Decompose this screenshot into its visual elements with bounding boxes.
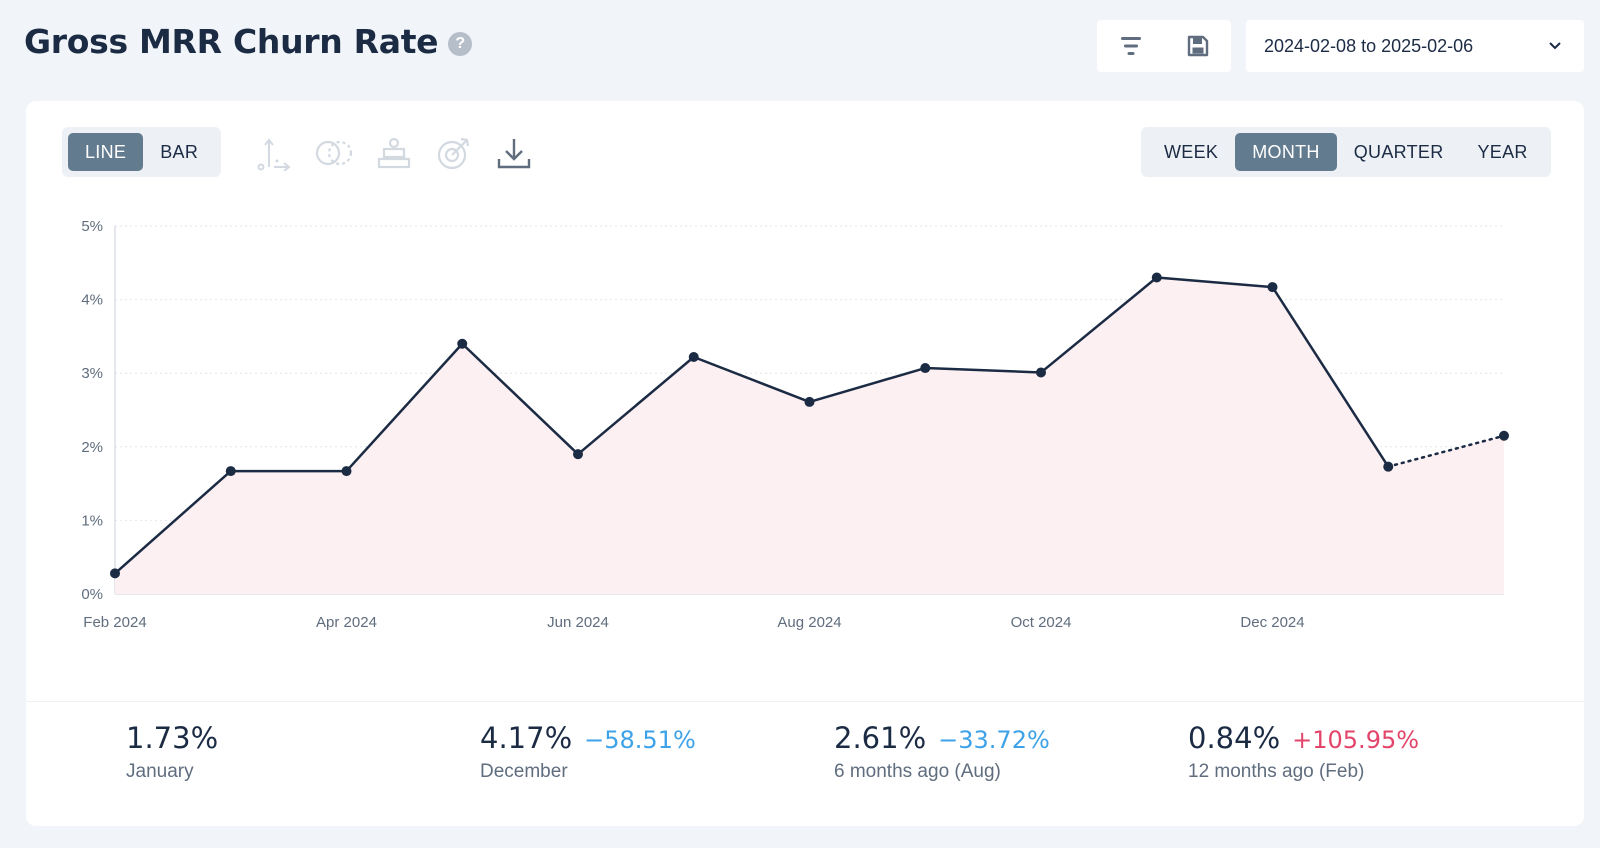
x-tick-label: Oct 2024 bbox=[1011, 614, 1072, 631]
save-button[interactable] bbox=[1172, 20, 1224, 72]
data-point bbox=[1036, 367, 1046, 378]
compare-circles-icon bbox=[315, 140, 353, 166]
stat-value: 2.61% bbox=[834, 721, 927, 755]
data-point bbox=[225, 466, 236, 477]
stack-icon bbox=[377, 137, 411, 169]
x-tick-label: Dec 2024 bbox=[1240, 614, 1304, 631]
stat-label: 12 months ago (Feb) bbox=[1188, 761, 1365, 782]
stats-divider bbox=[26, 701, 1584, 702]
x-tick-label: Jun 2024 bbox=[547, 614, 609, 631]
period-toggle: WEEK MONTH QUARTER YEAR bbox=[1141, 127, 1551, 177]
data-point bbox=[1151, 272, 1162, 283]
filter-icon bbox=[1120, 37, 1141, 55]
quarter-toggle-button[interactable]: QUARTER bbox=[1353, 141, 1444, 162]
data-point bbox=[1383, 461, 1394, 472]
data-point bbox=[1267, 282, 1278, 293]
x-tick-label: Apr 2024 bbox=[316, 614, 377, 631]
target-button[interactable] bbox=[434, 133, 474, 173]
compare-button[interactable] bbox=[314, 133, 354, 173]
stat-label: December bbox=[480, 761, 568, 782]
download-button[interactable] bbox=[494, 133, 534, 173]
y-tick-label: 4% bbox=[81, 292, 103, 309]
data-point bbox=[920, 363, 931, 374]
y-tick-label: 5% bbox=[81, 218, 103, 235]
chart-card: LINE BAR bbox=[26, 101, 1584, 826]
chart-type-toggle: LINE BAR bbox=[62, 127, 222, 177]
date-range-value: 2024-02-08 to 2025-02-06 bbox=[1264, 35, 1474, 56]
x-tick-label: Aug 2024 bbox=[777, 614, 841, 631]
stat-label: 6 months ago (Aug) bbox=[834, 761, 1001, 782]
bar-toggle-button[interactable]: BAR bbox=[160, 141, 199, 162]
stat-value: 1.73% bbox=[126, 721, 219, 755]
x-tick-label: Feb 2024 bbox=[83, 614, 146, 631]
stat-value: 0.84% bbox=[1188, 721, 1281, 755]
page-title-group: Gross MRR Churn Rate ? bbox=[24, 22, 473, 61]
filter-button[interactable] bbox=[1105, 20, 1157, 72]
data-point bbox=[341, 466, 352, 477]
axis-button[interactable] bbox=[254, 133, 294, 173]
data-point bbox=[688, 352, 699, 363]
target-icon bbox=[437, 137, 470, 170]
y-tick-label: 1% bbox=[81, 512, 103, 529]
data-point bbox=[573, 449, 583, 460]
line-toggle-button[interactable]: LINE bbox=[68, 133, 144, 171]
data-point bbox=[804, 396, 815, 407]
page-title: Gross MRR Churn Rate bbox=[24, 22, 439, 61]
month-toggle-button[interactable]: MONTH bbox=[1235, 133, 1337, 171]
area-fill bbox=[115, 277, 1504, 594]
stat-change: −33.72% bbox=[938, 726, 1050, 754]
series-line bbox=[114, 276, 1390, 575]
save-icon bbox=[1187, 35, 1208, 57]
stat-twelve-months-ago: 0.84% +105.95% 12 months ago (Feb) bbox=[1188, 721, 1419, 783]
y-tick-label: 2% bbox=[81, 439, 103, 456]
week-toggle-button[interactable]: WEEK bbox=[1164, 141, 1219, 162]
download-icon bbox=[497, 139, 531, 169]
stat-change: −58.51% bbox=[584, 726, 696, 754]
y-tick-label: 3% bbox=[81, 365, 103, 382]
stat-change: +105.95% bbox=[1292, 726, 1420, 754]
stat-label: January bbox=[126, 761, 194, 782]
stat-six-months-ago: 2.61% −33.72% 6 months ago (Aug) bbox=[834, 721, 1050, 783]
top-toolbar bbox=[1097, 20, 1231, 72]
chart-tools bbox=[254, 133, 534, 173]
chevron-down-icon bbox=[1549, 42, 1561, 50]
data-point bbox=[1499, 430, 1509, 441]
churn-line-chart: 0% 1% 2% 3% 4% 5% Feb 2024 Apr 2024 Jun 2024 Aug … bbox=[81, 218, 1509, 631]
stack-button[interactable] bbox=[374, 133, 414, 173]
y-tick-label: 0% bbox=[81, 586, 103, 603]
axis-icon bbox=[257, 138, 291, 171]
stat-value: 4.17% bbox=[480, 721, 573, 755]
stat-current: 1.73% January bbox=[126, 721, 218, 783]
data-point bbox=[110, 568, 120, 579]
date-range-picker[interactable]: 2024-02-08 to 2025-02-06 bbox=[1246, 20, 1584, 72]
help-icon[interactable]: ? bbox=[448, 31, 473, 56]
data-point bbox=[457, 338, 468, 349]
stat-previous-month: 4.17% −58.51% December bbox=[480, 721, 696, 783]
series-line-partial bbox=[1387, 434, 1506, 468]
year-toggle-button[interactable]: YEAR bbox=[1477, 141, 1528, 162]
